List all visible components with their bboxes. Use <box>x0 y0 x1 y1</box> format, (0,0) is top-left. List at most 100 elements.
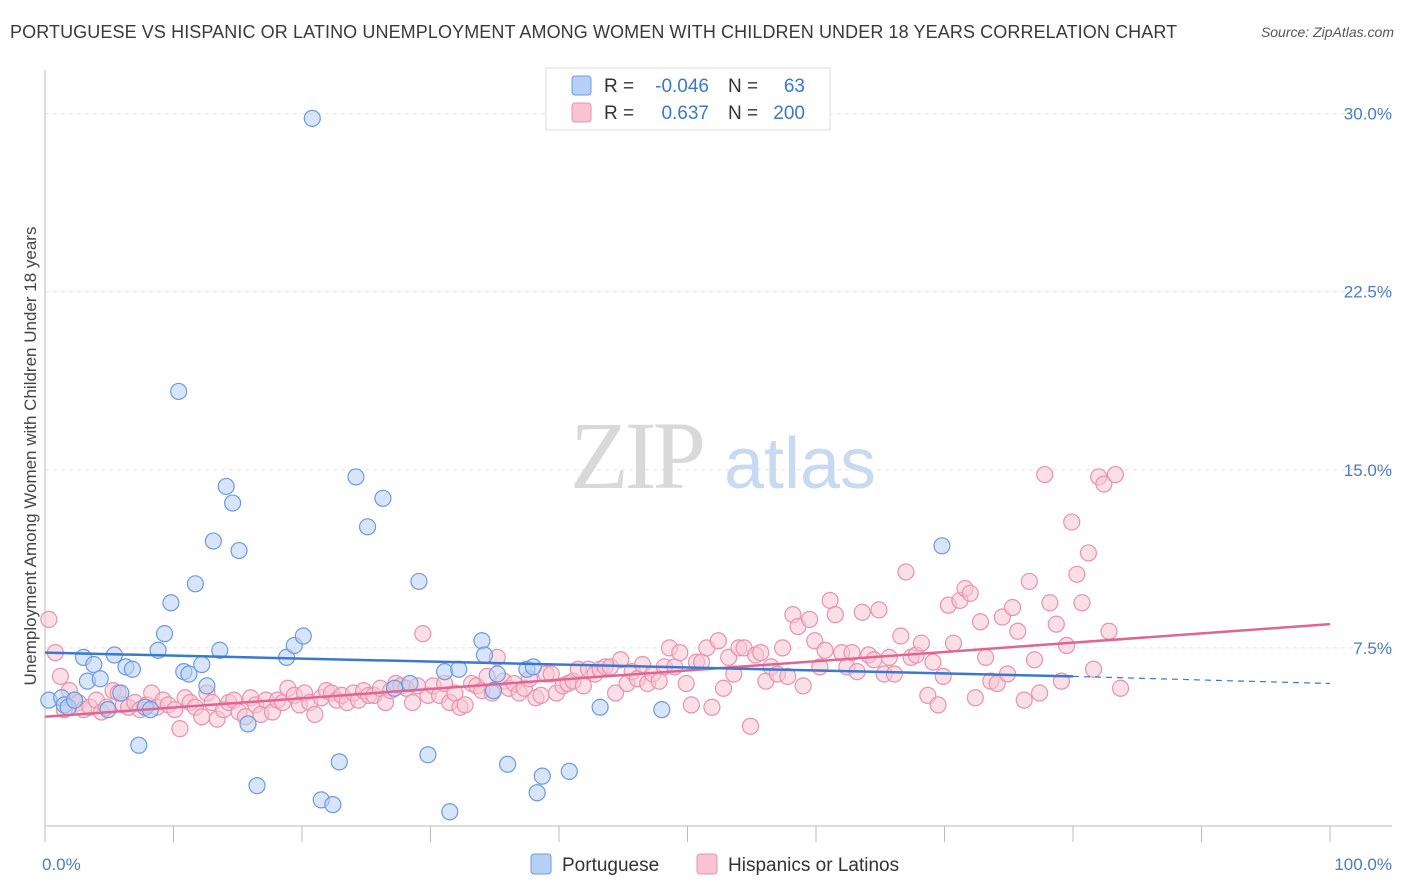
portuguese-point-50 <box>473 632 491 650</box>
bottom-legend-swatch-hispanic <box>696 853 718 875</box>
hispanic-point-181 <box>1015 691 1033 709</box>
hispanic-point-183 <box>1025 651 1044 669</box>
legend-r-label-hispanic: R = <box>604 103 634 124</box>
hispanic-point-123 <box>703 698 721 716</box>
legend-n-value-portuguese: 63 <box>784 76 805 97</box>
y-tick-label-2: 22.5% <box>1344 283 1392 302</box>
hispanic-point-93 <box>542 665 560 683</box>
hispanic-point-113 <box>650 672 668 690</box>
portuguese-point-32 <box>248 777 266 795</box>
legend-r-value-portuguese: -0.046 <box>655 76 709 97</box>
hispanic-point-174 <box>977 648 995 667</box>
portuguese-point-35 <box>294 627 312 645</box>
hispanic-point-151 <box>853 603 871 621</box>
hispanic-point-77 <box>456 696 474 714</box>
x-tick-label-max: 100.0% <box>1334 855 1392 874</box>
portuguese-point-49 <box>450 660 468 678</box>
portuguese-point-13 <box>123 660 141 678</box>
bottom-legend-label-portuguese: Portuguese <box>562 855 659 876</box>
hispanic-point-173 <box>971 613 990 631</box>
bottom-legend-label-hispanic: Hispanics or Latinos <box>728 855 899 876</box>
chart-title: PORTUGUESE VS HISPANIC OR LATINO UNEMPLO… <box>10 22 1178 42</box>
portuguese-point-57 <box>528 784 546 802</box>
hispanic-point-193 <box>1079 544 1098 562</box>
legend-n-label-hispanic: N = <box>728 103 758 124</box>
legend-r-value-hispanic: 0.637 <box>661 103 709 124</box>
portuguese-point-51 <box>475 646 494 664</box>
hispanic-point-185 <box>1036 465 1054 484</box>
portuguese-point-24 <box>193 655 211 674</box>
portuguese-point-26 <box>204 532 222 550</box>
portuguese-point-7 <box>85 655 103 674</box>
y-tick-label-0: 7.5% <box>1353 639 1392 658</box>
legend-n-value-hispanic: 200 <box>773 103 805 124</box>
hispanic-point-0 <box>40 610 58 629</box>
watermark-atlas: atlas <box>724 424 876 504</box>
portuguese-point-25 <box>198 677 216 695</box>
portuguese-point-31 <box>239 715 257 733</box>
hispanic-point-28 <box>193 708 211 726</box>
portuguese-point-40 <box>347 468 365 486</box>
hispanic-point-190 <box>1063 513 1081 531</box>
portuguese-point-45 <box>410 572 428 591</box>
hispanic-point-23 <box>166 701 184 719</box>
hispanic-point-124 <box>709 632 727 650</box>
portuguese-point-18 <box>155 625 174 643</box>
hispanic-point-132 <box>752 644 770 662</box>
trend-lines <box>44 622 1331 719</box>
portuguese-point-30 <box>230 541 248 560</box>
portuguese-point-58 <box>533 767 551 785</box>
hispanic-point-194 <box>1084 660 1103 678</box>
hispanic-point-99 <box>574 677 593 695</box>
portuguese-point-61 <box>653 701 671 719</box>
hispanic-point-118 <box>677 674 695 693</box>
hispanic-point-162 <box>912 634 930 652</box>
hispanic-point-168 <box>944 634 963 652</box>
hispanic-point-153 <box>865 651 883 669</box>
stats-legend: R = -0.046 N = 63 R = 0.637 N = 200 <box>545 67 831 131</box>
hispanic-point-144 <box>816 641 834 659</box>
hispanic-point-137 <box>779 667 797 686</box>
portuguese-point-28 <box>217 477 235 496</box>
chart-source: Source: ZipAtlas.com <box>1260 24 1394 40</box>
hispanic-point-24 <box>171 720 189 738</box>
portuguese-point-22 <box>180 665 198 683</box>
hispanic-point-182 <box>1020 572 1038 591</box>
portuguese-point-23 <box>186 575 204 593</box>
hispanic-point-198 <box>1106 465 1125 484</box>
portuguese-point-4 <box>65 691 84 709</box>
gridlines <box>45 113 1392 649</box>
hispanic-point-184 <box>1030 684 1049 702</box>
portuguese-trend-line <box>44 651 1074 678</box>
hispanic-point-106 <box>612 651 630 669</box>
bottom-legend-swatch-portuguese <box>530 853 552 875</box>
hispanic-point-69 <box>414 625 432 643</box>
hispanic-point-140 <box>794 677 812 695</box>
hispanic-point-166 <box>934 667 952 686</box>
hispanic-point-145 <box>821 591 839 610</box>
portuguese-point-43 <box>385 679 404 697</box>
hispanic-point-179 <box>1004 598 1022 617</box>
portuguese-point-14 <box>130 736 148 754</box>
portuguese-point-9 <box>99 701 117 719</box>
hispanic-point-67 <box>403 693 422 712</box>
hispanic-point-196 <box>1095 475 1113 493</box>
hispanic-point-130 <box>741 717 760 735</box>
portuguese-point-38 <box>324 796 342 814</box>
hispanic-point-158 <box>892 627 910 645</box>
portuguese-point-11 <box>112 684 130 702</box>
hispanic-point-141 <box>800 610 819 629</box>
portuguese-point-29 <box>224 494 242 512</box>
tick-labels: 7.5% 15.0% 22.5% 30.0% 0.0% 100.0% <box>42 105 1392 874</box>
portuguese-point-48 <box>441 803 459 821</box>
hispanic-point-117 <box>671 644 689 662</box>
watermark-zip: ZIP <box>570 402 703 509</box>
hispanic-point-159 <box>897 563 915 581</box>
hispanic-point-164 <box>924 653 942 671</box>
hispanic-point-171 <box>961 584 979 602</box>
portuguese-point-19 <box>162 594 180 612</box>
hispanic-point-91 <box>532 686 550 704</box>
watermark: ZIP atlas <box>570 402 876 509</box>
hispanic-point-149 <box>843 644 861 662</box>
